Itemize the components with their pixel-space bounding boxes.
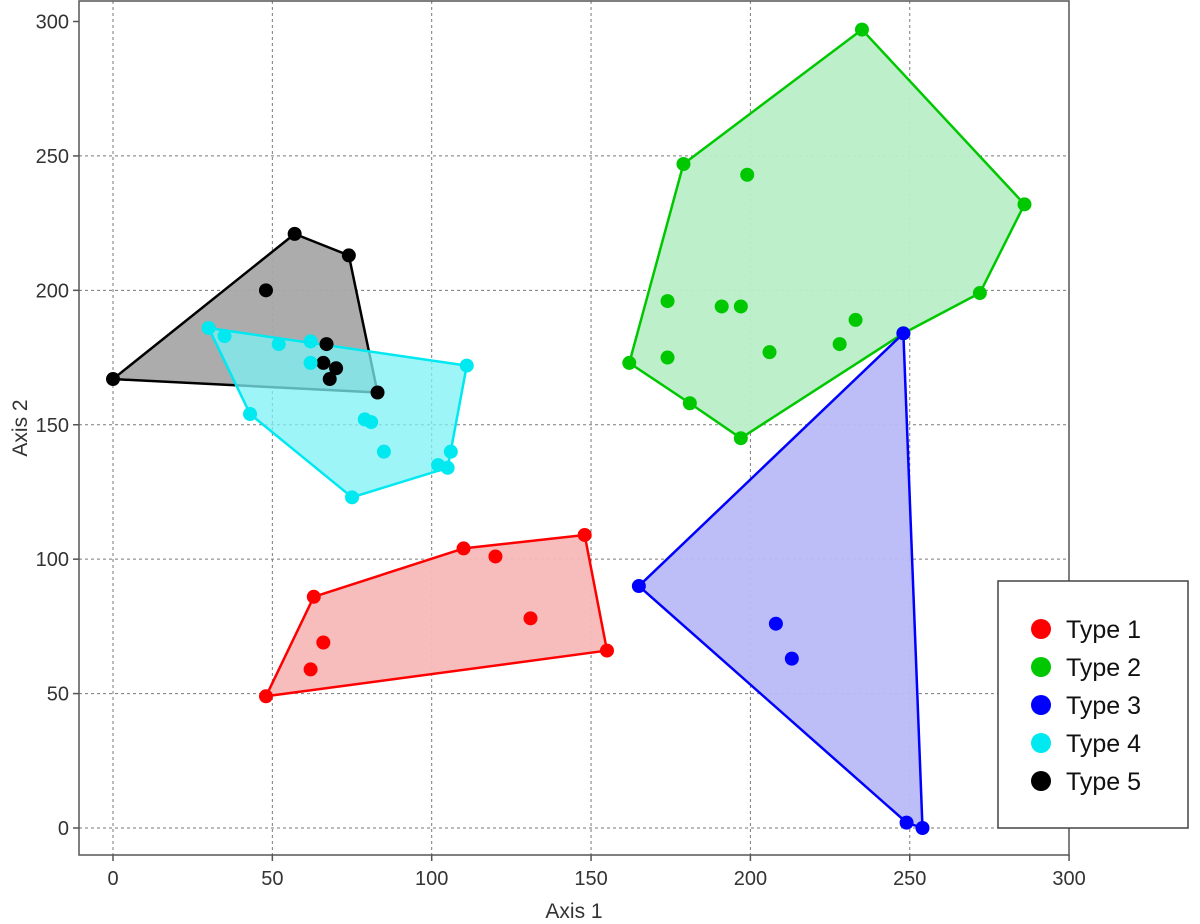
point-type-2 [660,350,675,365]
point-type-2 [676,156,691,171]
point-type-3 [768,616,783,631]
point-type-1 [303,662,318,677]
point-type-4 [443,444,458,459]
y-tick-label: 150 [36,415,69,437]
data-points [106,22,1032,835]
plot-frame [78,0,1070,856]
x-tick-label: 50 [261,868,283,890]
point-type-4 [217,329,232,344]
point-type-3 [915,821,930,835]
hull-type-1 [264,533,609,698]
legend-swatch [1031,695,1051,715]
hull-type-4 [207,326,469,499]
point-type-3 [784,651,799,666]
point-type-4 [303,334,318,349]
point-type-4 [376,444,391,459]
axis-ticks: 0 50 100 150 200 250 300 0 50 100 150 200 250 300 [36,12,1086,890]
point-type-2 [714,299,729,314]
legend-swatch [1031,619,1051,639]
point-type-2 [660,294,675,309]
legend-box [997,580,1189,829]
point-type-2 [733,431,748,446]
legend-label: Type 2 [1066,654,1141,682]
y-tick-label: 200 [36,280,69,302]
y-tick-label: 250 [36,146,69,168]
point-type-4 [431,458,446,473]
point-type-1 [306,589,321,604]
point-type-3 [631,579,646,594]
point-type-1 [599,643,614,658]
y-tick-label: 50 [47,684,69,706]
y-axis-title: Axis 2 [9,399,32,456]
x-tick-label: 200 [734,868,767,890]
point-type-4 [364,415,379,430]
legend-swatch [1031,657,1051,677]
x-tick-label: 300 [1052,868,1085,890]
legend-swatch [1031,733,1051,753]
x-axis-title: Axis 1 [545,900,602,923]
x-tick-label: 250 [893,868,926,890]
legend-label: Type 1 [1066,616,1141,644]
legend: Type 1 Type 2 Type 3 Type 4 Type 5 [997,580,1189,829]
x-tick-label: 0 [107,868,118,890]
point-type-2 [682,396,697,411]
y-tick-label: 100 [36,549,69,571]
point-type-1 [316,635,331,650]
point-type-1 [577,527,592,542]
x-tick-label: 150 [574,868,607,890]
point-type-5 [287,226,302,241]
legend-label: Type 5 [1066,768,1141,796]
point-type-2 [740,167,755,182]
legend-label: Type 4 [1066,730,1141,758]
point-type-4 [201,320,216,335]
point-type-2 [832,337,847,352]
point-type-5 [329,361,344,376]
point-type-4 [271,337,286,352]
x-tick-label: 100 [415,868,448,890]
point-type-1 [258,689,273,704]
y-tick-label: 300 [36,12,69,34]
point-type-5 [370,385,385,400]
point-type-2 [848,312,863,327]
point-type-4 [303,355,318,370]
point-type-2 [854,22,869,37]
point-type-2 [622,355,637,370]
point-type-1 [456,541,471,556]
point-type-5 [341,248,356,263]
point-type-2 [1017,197,1032,212]
legend-swatch [1031,771,1051,791]
point-type-4 [345,490,360,505]
point-type-2 [762,345,777,360]
legend-label: Type 3 [1066,692,1141,720]
point-type-5 [319,337,334,352]
point-type-4 [459,358,474,373]
point-type-1 [523,611,538,626]
y-tick-label: 0 [58,818,69,840]
point-type-2 [733,299,748,314]
point-type-5 [106,372,120,387]
point-type-5 [316,355,331,370]
point-type-1 [488,549,503,564]
point-type-2 [972,286,987,301]
point-type-5 [258,283,273,298]
point-type-4 [243,407,258,422]
point-type-3 [899,815,914,830]
cluster-hulls [111,28,1026,830]
point-type-3 [896,326,911,341]
point-type-5 [322,372,337,387]
